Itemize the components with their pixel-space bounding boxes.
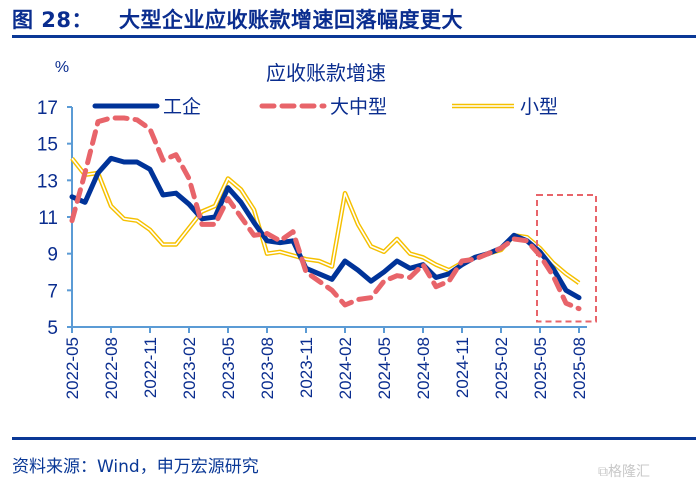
x-tick-label: 2025-02 — [492, 337, 511, 399]
figure-number: 图 28： — [12, 8, 94, 32]
annotation-layer — [536, 194, 597, 323]
x-tick-label: 2024-11 — [453, 337, 472, 398]
y-tick-label: 17 — [37, 98, 58, 119]
series-layer — [69, 115, 582, 312]
x-tick-label: 2024-05 — [375, 337, 394, 399]
figure-title: 图 28： 大型企业应收账款增速回落幅度更大 — [12, 4, 463, 34]
y-tick-label: 11 — [38, 208, 58, 229]
y-tick-label: 13 — [37, 171, 58, 192]
y-tick-label: 7 — [47, 281, 58, 302]
legend-item-industry: 工企 — [92, 96, 201, 118]
title-divider — [12, 35, 696, 38]
x-tick-label: 2025-05 — [531, 337, 550, 399]
y-tick-label: 5 — [47, 318, 58, 339]
legend-label: 小型 — [520, 96, 558, 118]
x-tick-label: 2023-02 — [180, 337, 199, 399]
x-tick-label: 2023-08 — [258, 337, 277, 399]
y-axis: 5 7 9 11 13 15 17 — [37, 98, 73, 339]
x-tick-label: 2023-05 — [219, 337, 238, 399]
series-industry — [69, 155, 582, 301]
watermark-text: 格隆汇 — [608, 464, 650, 480]
x-axis: 2022-05 2022-08 2022-11 2023-02 2023-05 2023-… — [63, 326, 589, 399]
chart-title: 应收账款增速 — [266, 61, 386, 85]
legend-item-large-medium: 大中型 — [259, 96, 387, 118]
legend-label: 工企 — [163, 96, 201, 118]
series-large-medium — [69, 115, 582, 312]
x-tick-label: 2024-02 — [336, 337, 355, 399]
watermark: ⧉格隆汇 — [598, 461, 650, 481]
series-line — [69, 115, 582, 312]
source-divider — [12, 437, 696, 440]
legend-item-small: 小型 — [452, 96, 558, 118]
series-small — [70, 156, 581, 285]
x-tick-label: 2022-11 — [141, 337, 160, 398]
y-axis-unit-label: % — [55, 59, 69, 76]
figure-title-text: 大型企业应收账款增速回落幅度更大 — [119, 8, 464, 32]
y-tick-label: 15 — [37, 135, 58, 156]
legend-label: 大中型 — [330, 96, 387, 118]
x-tick-label: 2025-08 — [570, 337, 589, 399]
source-note: 资料来源：Wind，申万宏源研究 — [12, 457, 259, 477]
y-tick-label: 9 — [47, 245, 58, 266]
x-tick-label: 2022-08 — [102, 337, 121, 399]
series-line-inner — [71, 157, 580, 284]
watermark-logo-icon: ⧉ — [598, 464, 608, 480]
legend: 工企 大中型 小型 — [92, 96, 558, 118]
x-tick-label: 2023-11 — [297, 337, 316, 398]
series-line — [69, 155, 582, 301]
highlight-box — [536, 194, 597, 323]
x-tick-label: 2024-08 — [414, 337, 433, 399]
x-tick-label: 2022-05 — [63, 337, 82, 399]
